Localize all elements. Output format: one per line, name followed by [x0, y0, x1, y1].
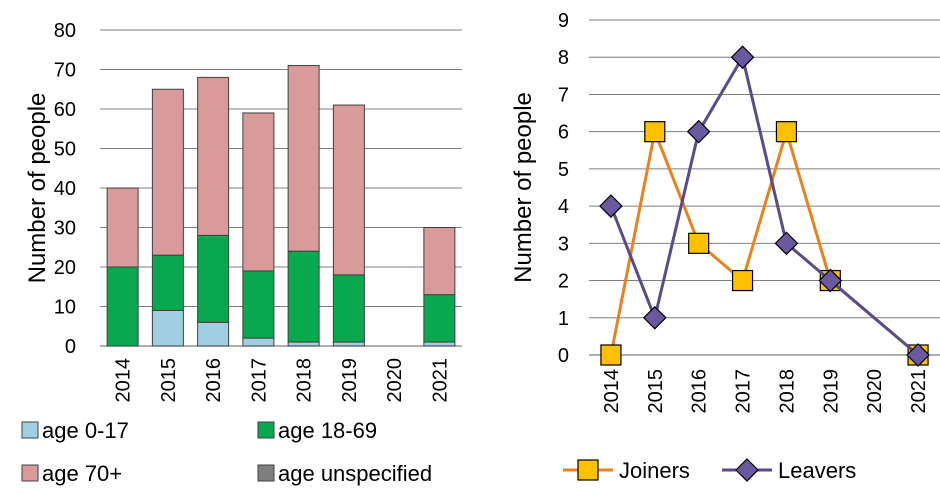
bar-segment-age-18-69	[151, 254, 184, 311]
line-x-tick-label: 2020	[864, 369, 886, 414]
bar-x-tick-label: 2017	[248, 358, 270, 403]
bar-y-tick-label: 60	[54, 99, 76, 121]
line-x-tick-label: 2016	[689, 369, 711, 414]
line-point-leavers	[818, 268, 843, 293]
bar-y-tick-label: 50	[54, 139, 76, 161]
bar-segment-age-0-17	[332, 341, 365, 347]
line-point-joiners	[731, 269, 754, 292]
line-point-joiners	[775, 121, 798, 143]
bar-legend-swatch	[257, 464, 275, 482]
bar-segment-age-70-	[423, 227, 456, 296]
line-point-joiners	[600, 344, 622, 366]
bar-legend-label: age unspecified	[278, 461, 432, 486]
line-legend-label: Leavers	[778, 458, 856, 483]
bar-segment-age-0-17	[423, 341, 456, 347]
line-y-axis-title: Number of people	[510, 92, 537, 283]
bar-legend-swatch	[21, 421, 39, 439]
line-x-tick-label: 2015	[645, 369, 667, 414]
bar-segment-age-18-69	[287, 250, 320, 343]
bar-segment-age-18-69	[242, 270, 275, 339]
line-x-tick-label: 2017	[733, 369, 755, 414]
bar-segment-age-0-17	[242, 337, 275, 347]
line-x-tick-label: 2014	[601, 369, 623, 414]
bar-segment-age-70-	[106, 187, 139, 268]
bar-segment-age-0-17	[151, 309, 184, 347]
bar-x-tick-label: 2016	[203, 358, 225, 403]
bar-segment-age-18-69	[197, 234, 230, 323]
line-y-tick-label: 4	[558, 196, 569, 218]
bar-x-tick-label: 2020	[384, 358, 406, 403]
bar-segment-age-70-	[287, 65, 320, 252]
bar-segment-age-70-	[151, 88, 184, 256]
line-point-joiners	[644, 121, 666, 143]
bar-segment-age-70-	[332, 104, 365, 276]
line-legend-marker	[577, 459, 599, 481]
bar-x-tick-label: 2019	[339, 358, 361, 403]
bar-y-tick-label: 30	[54, 218, 76, 240]
bar-segment-age-0-17	[197, 321, 230, 347]
bar-x-tick-label: 2018	[294, 358, 316, 403]
bar-legend-label: age 70+	[42, 461, 122, 486]
bar-y-tick-label: 0	[65, 336, 76, 358]
bar-legend-swatch	[21, 464, 39, 482]
line-y-tick-label: 0	[558, 345, 569, 367]
bar-segment-age-18-69	[106, 266, 139, 347]
bar-y-axis-title: Number of people	[24, 93, 51, 284]
bar-y-tick-label: 80	[54, 20, 76, 42]
bar-y-tick-label: 70	[54, 60, 76, 82]
bar-segment-age-18-69	[332, 274, 365, 343]
bar-x-tick-label: 2014	[113, 358, 135, 403]
bar-y-tick-label: 40	[54, 178, 76, 200]
line-y-tick-label: 5	[558, 159, 569, 181]
line-x-tick-label: 2021	[908, 369, 930, 414]
line-point-leavers	[686, 119, 711, 144]
line-point-joiners	[688, 232, 710, 254]
bar-segment-age-70-	[242, 112, 275, 272]
line-point-leavers	[642, 305, 667, 330]
line-y-tick-label: 6	[558, 122, 569, 144]
bar-x-tick-label: 2021	[429, 358, 451, 403]
line-y-tick-label: 2	[558, 271, 569, 293]
bar-segment-age-70-	[197, 76, 230, 236]
line-y-tick-label: 7	[558, 84, 569, 106]
line-y-tick-label: 3	[558, 233, 569, 255]
bar-legend-label: age 18-69	[278, 418, 377, 443]
bar-y-tick-label: 10	[54, 297, 76, 319]
line-y-tick-label: 1	[558, 308, 569, 330]
line-x-tick-label: 2018	[776, 369, 798, 414]
line-x-tick-label: 2019	[820, 369, 842, 414]
bar-segment-age-18-69	[423, 294, 456, 343]
line-legend-label: Joiners	[619, 458, 690, 483]
line-point-leavers	[730, 45, 755, 70]
line-y-tick-label: 9	[558, 10, 569, 32]
bar-y-tick-label: 20	[54, 257, 76, 279]
bar-segment-age-0-17	[287, 341, 320, 347]
line-point-leavers	[774, 231, 799, 256]
bar-legend-swatch	[257, 421, 275, 439]
line-y-tick-label: 8	[558, 47, 569, 69]
bar-x-tick-label: 2015	[158, 358, 180, 403]
line-point-leavers	[906, 343, 930, 367]
line-point-leavers	[599, 194, 623, 218]
bar-legend-label: age 0-17	[42, 418, 129, 443]
line-legend-marker	[735, 458, 759, 482]
